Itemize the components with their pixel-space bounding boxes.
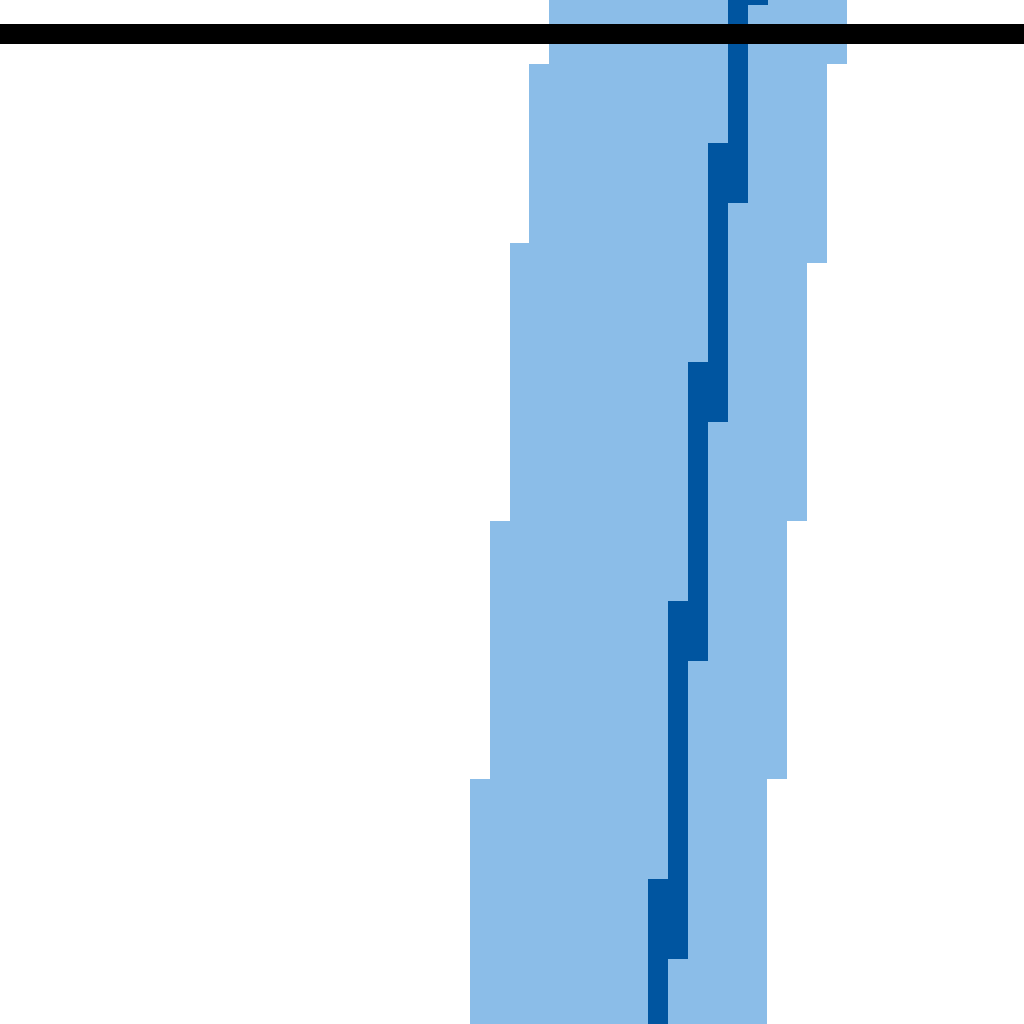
center-line-segment [648,879,668,1024]
center-line-segment [688,362,708,602]
center-line-segment [728,0,748,143]
center-line-segment [708,143,728,363]
center-line-segment [668,601,688,880]
center-line [648,0,768,1024]
uncertainty-band [470,0,847,1024]
horizontal-baseline [0,24,1024,44]
